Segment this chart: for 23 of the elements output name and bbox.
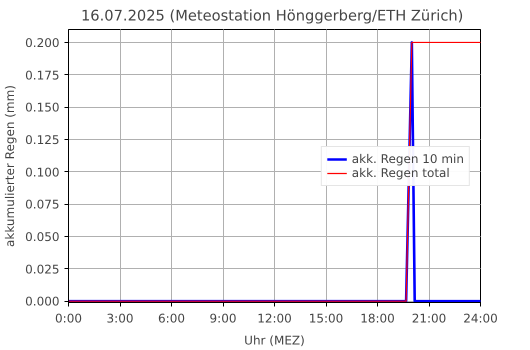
x-tick-label: 21:00 [412,312,446,326]
y-tick-label: 0.075 [25,198,60,212]
x-tick-label: 0:00 [55,312,82,326]
x-tick-label: 12:00 [257,312,292,326]
y-tick-label: 0.000 [25,294,60,309]
x-tick-label: 9:00 [210,312,236,326]
x-tick-label: 15:00 [308,312,344,326]
y-tick-label: 0.100 [25,165,60,180]
y-tick-label: 0.150 [25,100,60,115]
y-tick-label: 0.175 [25,68,60,82]
chart-title: 16.07.2025 (Meteostation Hönggerberg/ETH Zürich) [80,8,464,24]
legend-label: akk. Regen 10 min [352,152,464,166]
x-tick-label: 3:00 [106,312,134,326]
y-tick-label: 0.025 [25,262,60,276]
y-axis-title: akkumulierter Regen (mm) [3,85,18,247]
y-tick-label: 0.050 [25,230,60,244]
x-tick-label: 18:00 [360,312,395,326]
x-tick-label: 6:00 [158,312,185,326]
y-tick-label: 0.200 [25,36,60,50]
x-tick-label: 24:00 [463,312,498,326]
x-axis-title: Uhr (MEZ) [244,334,305,348]
y-tick-label: 0.125 [25,132,60,147]
legend-label: akk. Regen total [352,166,450,180]
